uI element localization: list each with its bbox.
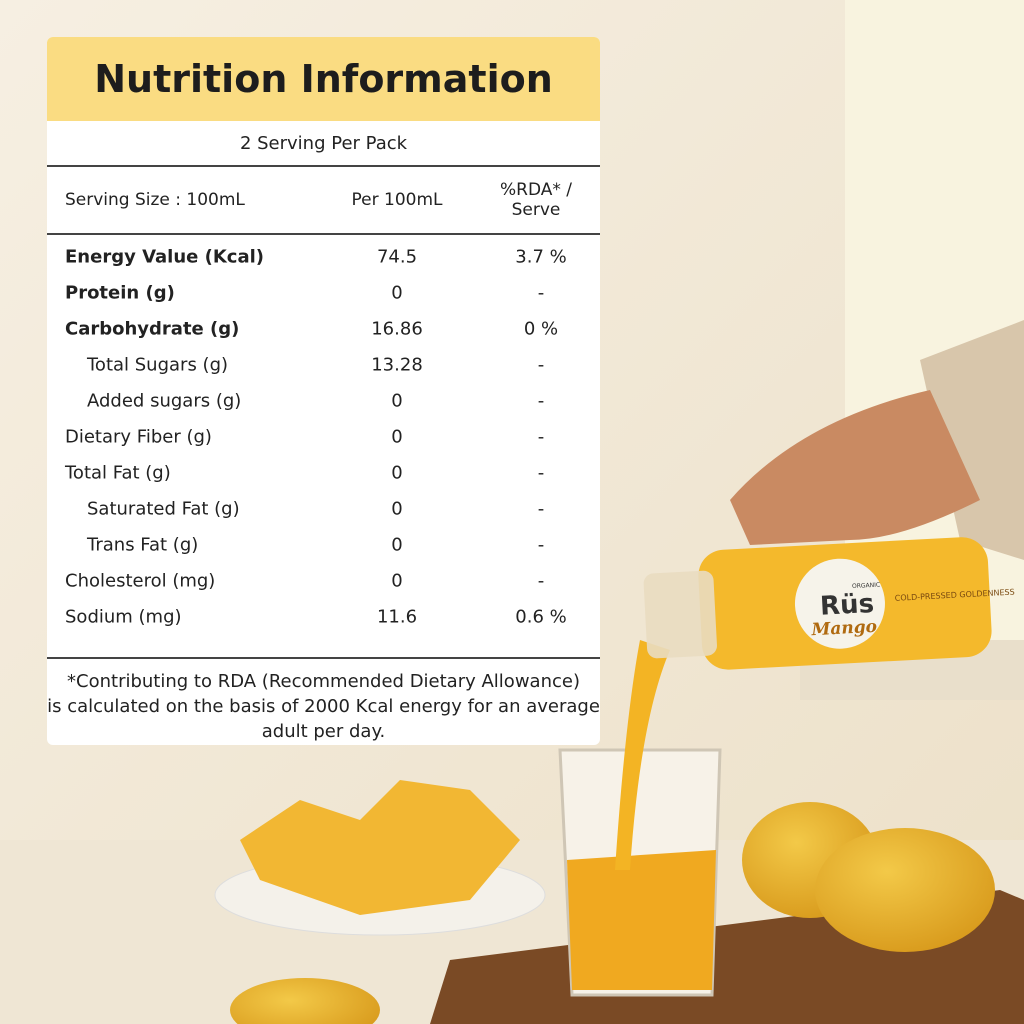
sleeve	[920, 320, 1024, 560]
nutrient-label: Saturated Fat (g)	[87, 498, 240, 520]
column-header: Serving Size : 100mL Per 100mL %RDA* / S…	[47, 167, 600, 235]
mango	[230, 978, 380, 1024]
nutrient-row: Saturated Fat (g) 0 -	[47, 491, 600, 527]
bottle-sub-brand: ORGANIC	[852, 582, 880, 590]
nutrient-value: 0	[391, 426, 403, 448]
juice-stream	[615, 640, 670, 870]
nutrient-label: Total Fat (g)	[65, 462, 171, 484]
column-label: %RDA* / Serve	[499, 180, 573, 220]
nutrient-label: Energy Value (Kcal)	[65, 246, 265, 268]
nutrient-label: Trans Fat (g)	[87, 534, 199, 556]
nutrient-value: 0	[391, 498, 403, 520]
footnote-line: *Contributing to RDA (Recommended Dietar…	[67, 671, 580, 692]
nutrient-label: Protein (g)	[65, 282, 175, 304]
nutrient-value: 0	[391, 390, 403, 412]
nutrient-label: Dietary Fiber (g)	[65, 426, 212, 448]
nutrient-rda: -	[537, 570, 545, 592]
nutrient-row: Total Sugars (g) 13.28 -	[47, 347, 600, 383]
nutrient-label: Total Sugars (g)	[87, 354, 229, 376]
nutrient-row: Trans Fat (g) 0 -	[47, 527, 600, 563]
bottle-neck	[643, 570, 717, 659]
nutrient-row: Dietary Fiber (g) 0 -	[47, 419, 600, 455]
nutrient-value: 74.5	[376, 246, 418, 268]
nutrient-rda: -	[537, 498, 545, 520]
nutrient-row: Energy Value (Kcal) 74.5 3.7 %	[47, 239, 600, 275]
cut-mango	[240, 780, 520, 915]
bottle-brand: Rüs	[819, 589, 875, 622]
nutrient-rda: -	[537, 462, 545, 484]
nutrient-rda: -	[537, 390, 545, 412]
nutrient-value: 0	[391, 570, 403, 592]
nutrient-label: Sodium (mg)	[65, 606, 182, 628]
juice	[567, 850, 716, 990]
nutrient-table: Energy Value (Kcal) 74.5 3.7 % Protein (g) 0…	[47, 235, 600, 659]
nutrient-rda: 3.7 %	[515, 246, 567, 268]
nutrient-rda: 0 %	[523, 318, 559, 340]
nutrient-rda: -	[537, 354, 545, 376]
column-label: Per 100mL	[351, 190, 443, 210]
nutrient-value: 11.6	[376, 606, 418, 628]
nutrient-label: Cholesterol (mg)	[65, 570, 216, 592]
panel-title: Nutrition Information	[47, 37, 600, 121]
nutrient-row: Protein (g) 0 -	[47, 275, 600, 311]
mango	[815, 828, 995, 952]
nutrient-row: Added sugars (g) 0 -	[47, 383, 600, 419]
hand	[730, 390, 980, 545]
bottle-flavor: Mango	[810, 617, 877, 640]
nutrient-row: Carbohydrate (g) 16.86 0 %	[47, 311, 600, 347]
footnote-line: adult per day.	[261, 721, 386, 742]
column-label: Serving Size : 100mL	[65, 190, 245, 210]
nutrient-rda: -	[537, 426, 545, 448]
servings: 2 Serving Per Pack	[47, 121, 600, 167]
nutrient-row: Sodium (mg) 11.6 0.6 %	[47, 599, 600, 635]
nutrient-value: 16.86	[371, 318, 423, 340]
nutrient-rda: 0.6 %	[515, 606, 567, 628]
bottle-logo	[794, 558, 885, 649]
footnote-line: is calculated on the basis of 2000 Kcal …	[47, 696, 600, 717]
nutrient-label: Added sugars (g)	[87, 390, 242, 412]
nutrient-row: Total Fat (g) 0 -	[47, 455, 600, 491]
footnote: *Contributing to RDA (Recommended Dietar…	[47, 659, 600, 744]
nutrient-value: 0	[391, 282, 403, 304]
nutrition-panel: Nutrition Information 2 Serving Per Pack…	[47, 37, 600, 745]
nutrient-label: Carbohydrate (g)	[65, 318, 240, 340]
nutrient-rda: -	[537, 282, 545, 304]
nutrient-value: 0	[391, 534, 403, 556]
nutrient-value: 13.28	[371, 354, 423, 376]
nutrient-rda: -	[537, 534, 545, 556]
nutrient-value: 0	[391, 462, 403, 484]
nutrient-row: Cholesterol (mg) 0 -	[47, 563, 600, 599]
